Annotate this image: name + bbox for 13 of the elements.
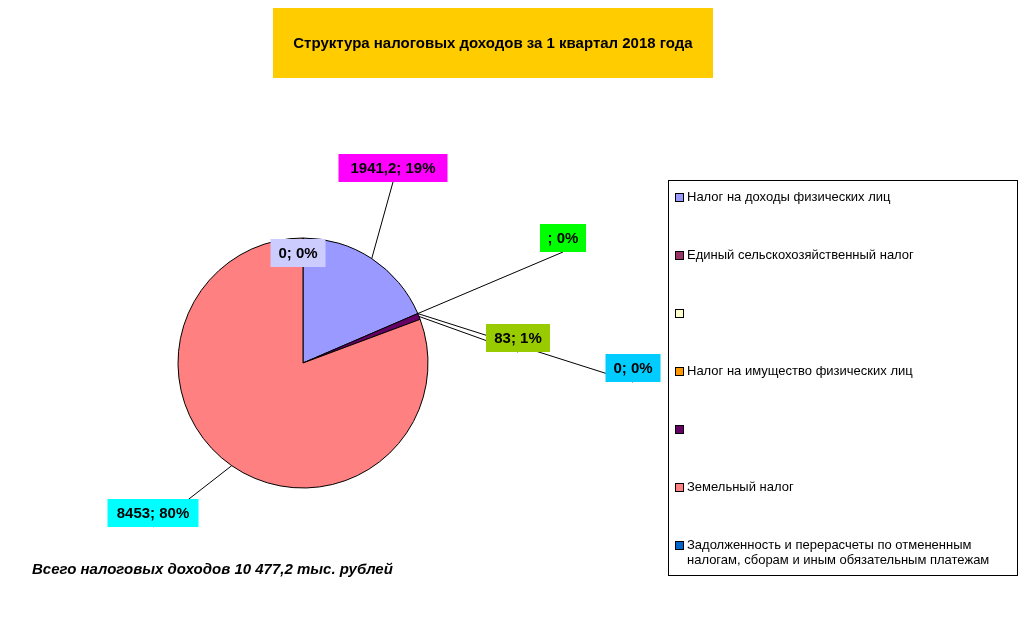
- legend-label: Задолженность и перерасчеты по отмененным налогам, сборам и иным обязательным платежам: [687, 537, 991, 567]
- text: Всего налоговых доходов 10 477,2 тыс. рублей: [32, 560, 393, 577]
- chart-title: Структура налоговых доходов за 1 квартал 2018 года: [273, 8, 713, 78]
- text: ; 0%: [547, 229, 579, 246]
- legend-label: Земельный налог: [687, 479, 794, 494]
- data-label: 8453; 80%: [116, 504, 190, 521]
- legend-label: Налог на имущество физических лиц: [687, 363, 913, 378]
- legend-label: Единый сельскохозяйственный налог: [687, 247, 914, 262]
- text: 0; 0%: [278, 244, 318, 261]
- text: 0; 0%: [613, 359, 653, 376]
- data-label: 83; 1%: [494, 329, 542, 346]
- legend-label: Налог на доходы физических лиц: [687, 189, 891, 204]
- data-label: 1941,2; 19%: [350, 159, 436, 176]
